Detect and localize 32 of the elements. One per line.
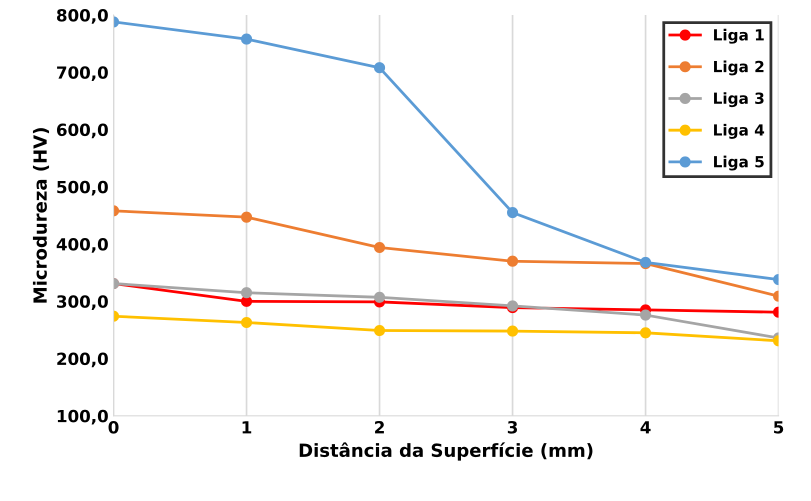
- point: [374, 292, 386, 303]
- x-tick-label: 3: [508, 420, 518, 434]
- y-tick-label: 400,0: [56, 238, 108, 253]
- y-tick-label: 800,0: [56, 8, 108, 24]
- point: [506, 326, 518, 337]
- legend-label: Liga 4: [714, 124, 764, 139]
- point: [374, 242, 386, 254]
- point: [374, 324, 386, 336]
- point: [506, 207, 518, 218]
- point: [374, 62, 386, 74]
- legend-label: Liga 5: [714, 156, 764, 171]
- point: [240, 287, 252, 298]
- y-tick-label: 700,0: [57, 66, 108, 81]
- y-tick-label: 500,0: [57, 180, 108, 196]
- legend-label: Liga 3: [714, 92, 764, 108]
- point: [240, 212, 252, 223]
- y-axis-title: Microdureza (HV): [32, 128, 50, 303]
- y-tick-label: 600,0: [56, 124, 108, 138]
- x-tick-label: 2: [375, 420, 384, 434]
- x-tick-label: 4: [640, 421, 651, 434]
- point: [506, 256, 518, 267]
- legend-label: Liga 1: [714, 28, 764, 44]
- x-tick-label: 5: [774, 421, 784, 434]
- x-tick-label: 0: [108, 420, 119, 434]
- legend-label: Liga 2: [714, 60, 764, 76]
- point: [240, 34, 252, 45]
- y-tick-label: 100,0: [58, 410, 108, 425]
- x-tick-label: 1: [242, 421, 252, 434]
- y-tick-label: 200,0: [57, 352, 108, 368]
- point: [240, 316, 252, 328]
- x-axis-title: Distância da Superfície (mm): [300, 442, 592, 461]
- y-tick-label: 300,0: [57, 295, 108, 310]
